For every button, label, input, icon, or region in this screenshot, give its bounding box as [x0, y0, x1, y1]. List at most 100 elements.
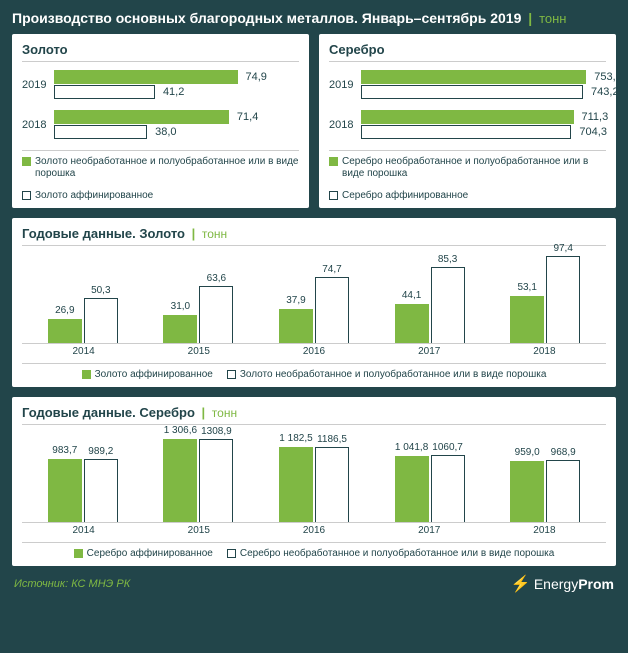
bar-value: 1 306,6 — [164, 425, 197, 436]
vbar-white: 1186,5 — [315, 447, 349, 522]
x-label: 2015 — [141, 346, 256, 357]
legend-silver: Серебро необработанное и полуобработанно… — [329, 150, 606, 202]
hbar-group: 2019 74,9 41,2 — [22, 70, 299, 100]
year-label: 2018 — [22, 119, 54, 131]
hbar-group: 2018 71,4 38,0 — [22, 110, 299, 140]
swatch-green-icon — [82, 370, 91, 379]
x-label: 2014 — [26, 525, 141, 536]
legend-gold-annual: Золото аффинированное Золото необработан… — [22, 363, 606, 381]
bar-value: 711,3 — [582, 111, 609, 123]
legend-gold: Золото необработанное и полуобработанное… — [22, 150, 299, 202]
bar-value: 53,1 — [517, 282, 536, 293]
legend-silver-green: Серебро необработанное и полуобработанно… — [329, 156, 606, 180]
footer: Источник: КС МНЭ РК ⚡ EnergyProm — [12, 574, 616, 594]
hbar-white: 41,2 — [54, 85, 299, 99]
bar-value: 989,2 — [88, 446, 113, 457]
infographic-container: Производство основных благородных металл… — [0, 0, 628, 653]
top-row: Золото 2019 74,9 41,2 2018 71,4 38,0 Золото н… — [12, 34, 616, 208]
panel-gold-title: Золото — [22, 42, 299, 62]
bar-value: 753,9 — [594, 71, 622, 83]
swatch-green-icon — [22, 157, 31, 166]
bar-value: 968,9 — [551, 447, 576, 458]
hbar-green: 74,9 — [54, 70, 299, 84]
vbar-green: 1 306,6 — [163, 439, 197, 522]
x-label: 2015 — [141, 525, 256, 536]
hbar-group: 2018711,3704,3 — [329, 110, 606, 140]
legend-bot-green: Серебро аффинированное — [74, 548, 213, 560]
panel-gold-annual: Годовые данные. Золото | тонн 26,950,331… — [12, 218, 616, 387]
vgroup: 44,1 85,3 — [373, 254, 487, 343]
vbar-white: 989,2 — [84, 459, 118, 522]
bar-value: 38,0 — [155, 126, 176, 138]
main-title-unit: тонн — [539, 11, 566, 26]
hbar-green: 711,3 — [361, 110, 606, 124]
bar-value: 63,6 — [207, 273, 226, 284]
vbar-white: 97,4 — [546, 256, 580, 343]
swatch-white-icon — [227, 549, 236, 558]
vbar-white: 85,3 — [431, 267, 465, 343]
vgroup: 959,0968,9 — [488, 433, 602, 522]
vbar-green: 983,7 — [48, 459, 82, 522]
legend-mid-green: Золото аффинированное — [82, 369, 213, 381]
hbar-chart-silver: 2019753,9743,2 2018711,3704,3 — [329, 70, 606, 140]
bar-value: 74,9 — [246, 71, 267, 83]
source-text: Источник: КС МНЭ РК — [14, 578, 130, 590]
legend-mid-white: Золото необработанное и полуобработанное… — [227, 369, 547, 381]
year-label: 2019 — [22, 79, 54, 91]
vgroup: 1 306,61308,9 — [142, 433, 256, 522]
bar-value: 1 182,5 — [279, 433, 312, 444]
vchart-gold: 26,950,331,063,637,974,744,185,353,197,4 — [22, 254, 606, 344]
swatch-white-icon — [22, 191, 31, 200]
main-title: Производство основных благородных металл… — [12, 10, 616, 34]
panel-silver-annual-title: Годовые данные. Серебро | тонн — [22, 405, 606, 425]
vgroup: 26,950,3 — [26, 254, 140, 343]
x-label: 2016 — [256, 525, 371, 536]
vbar-white: 1308,9 — [199, 439, 233, 522]
bar-value: 71,4 — [237, 111, 258, 123]
bar-value: 1 041,8 — [395, 442, 428, 453]
swatch-green-icon — [329, 157, 338, 166]
bar-value: 1186,5 — [317, 434, 347, 445]
vbar-green: 26,9 — [48, 319, 82, 343]
vbar-white: 63,6 — [199, 286, 233, 343]
vbar-white: 968,9 — [546, 460, 580, 522]
xaxis-silver: 20142015201620172018 — [22, 525, 606, 536]
legend-silver-annual: Серебро аффинированное Серебро необработ… — [22, 542, 606, 560]
x-label: 2016 — [256, 346, 371, 357]
logo: ⚡ EnergyProm — [511, 574, 614, 594]
x-label: 2017 — [372, 525, 487, 536]
legend-gold-white: Золото аффинированное — [22, 190, 153, 202]
vgroup: 37,9 74,7 — [257, 254, 371, 343]
x-label: 2018 — [487, 525, 602, 536]
hbar-group: 2019753,9743,2 — [329, 70, 606, 100]
xaxis-gold: 20142015201620172018 — [22, 346, 606, 357]
x-label: 2014 — [26, 346, 141, 357]
hbar-white: 743,2 — [361, 85, 606, 99]
vbar-green: 1 041,8 — [395, 456, 429, 522]
panel-silver-annual: Годовые данные. Серебро | тонн 983,7989,… — [12, 397, 616, 566]
bar-value: 26,9 — [55, 305, 74, 316]
bar-value: 743,2 — [591, 86, 619, 98]
vbar-green: 53,1 — [510, 296, 544, 343]
panel-silver-title: Серебро — [329, 42, 606, 62]
hbar-green: 71,4 — [54, 110, 299, 124]
vgroup: 31,063,6 — [142, 254, 256, 343]
vbar-white: 50,3 — [84, 298, 118, 343]
vbar-green: 959,0 — [510, 461, 544, 522]
bar-value: 85,3 — [438, 254, 457, 265]
vbar-white: 1060,7 — [431, 455, 465, 522]
swatch-white-icon — [227, 370, 236, 379]
bar-value: 74,7 — [322, 264, 341, 275]
legend-gold-green: Золото необработанное и полуобработанное… — [22, 156, 299, 180]
bar-value: 959,0 — [515, 447, 540, 458]
bar-value: 44,1 — [402, 290, 421, 301]
bolt-icon: ⚡ — [511, 574, 531, 594]
panel-gold: Золото 2019 74,9 41,2 2018 71,4 38,0 Золото н… — [12, 34, 309, 208]
legend-silver-white: Серебро аффинированное — [329, 190, 468, 202]
vgroup: 1 041,81060,7 — [373, 433, 487, 522]
bar-value: 983,7 — [52, 445, 77, 456]
vchart-silver: 983,7989,21 306,61308,91 182,51186,51 04… — [22, 433, 606, 523]
bar-value: 37,9 — [286, 295, 305, 306]
main-title-text: Производство основных благородных металл… — [12, 10, 521, 26]
vbar-green: 31,0 — [163, 315, 197, 343]
